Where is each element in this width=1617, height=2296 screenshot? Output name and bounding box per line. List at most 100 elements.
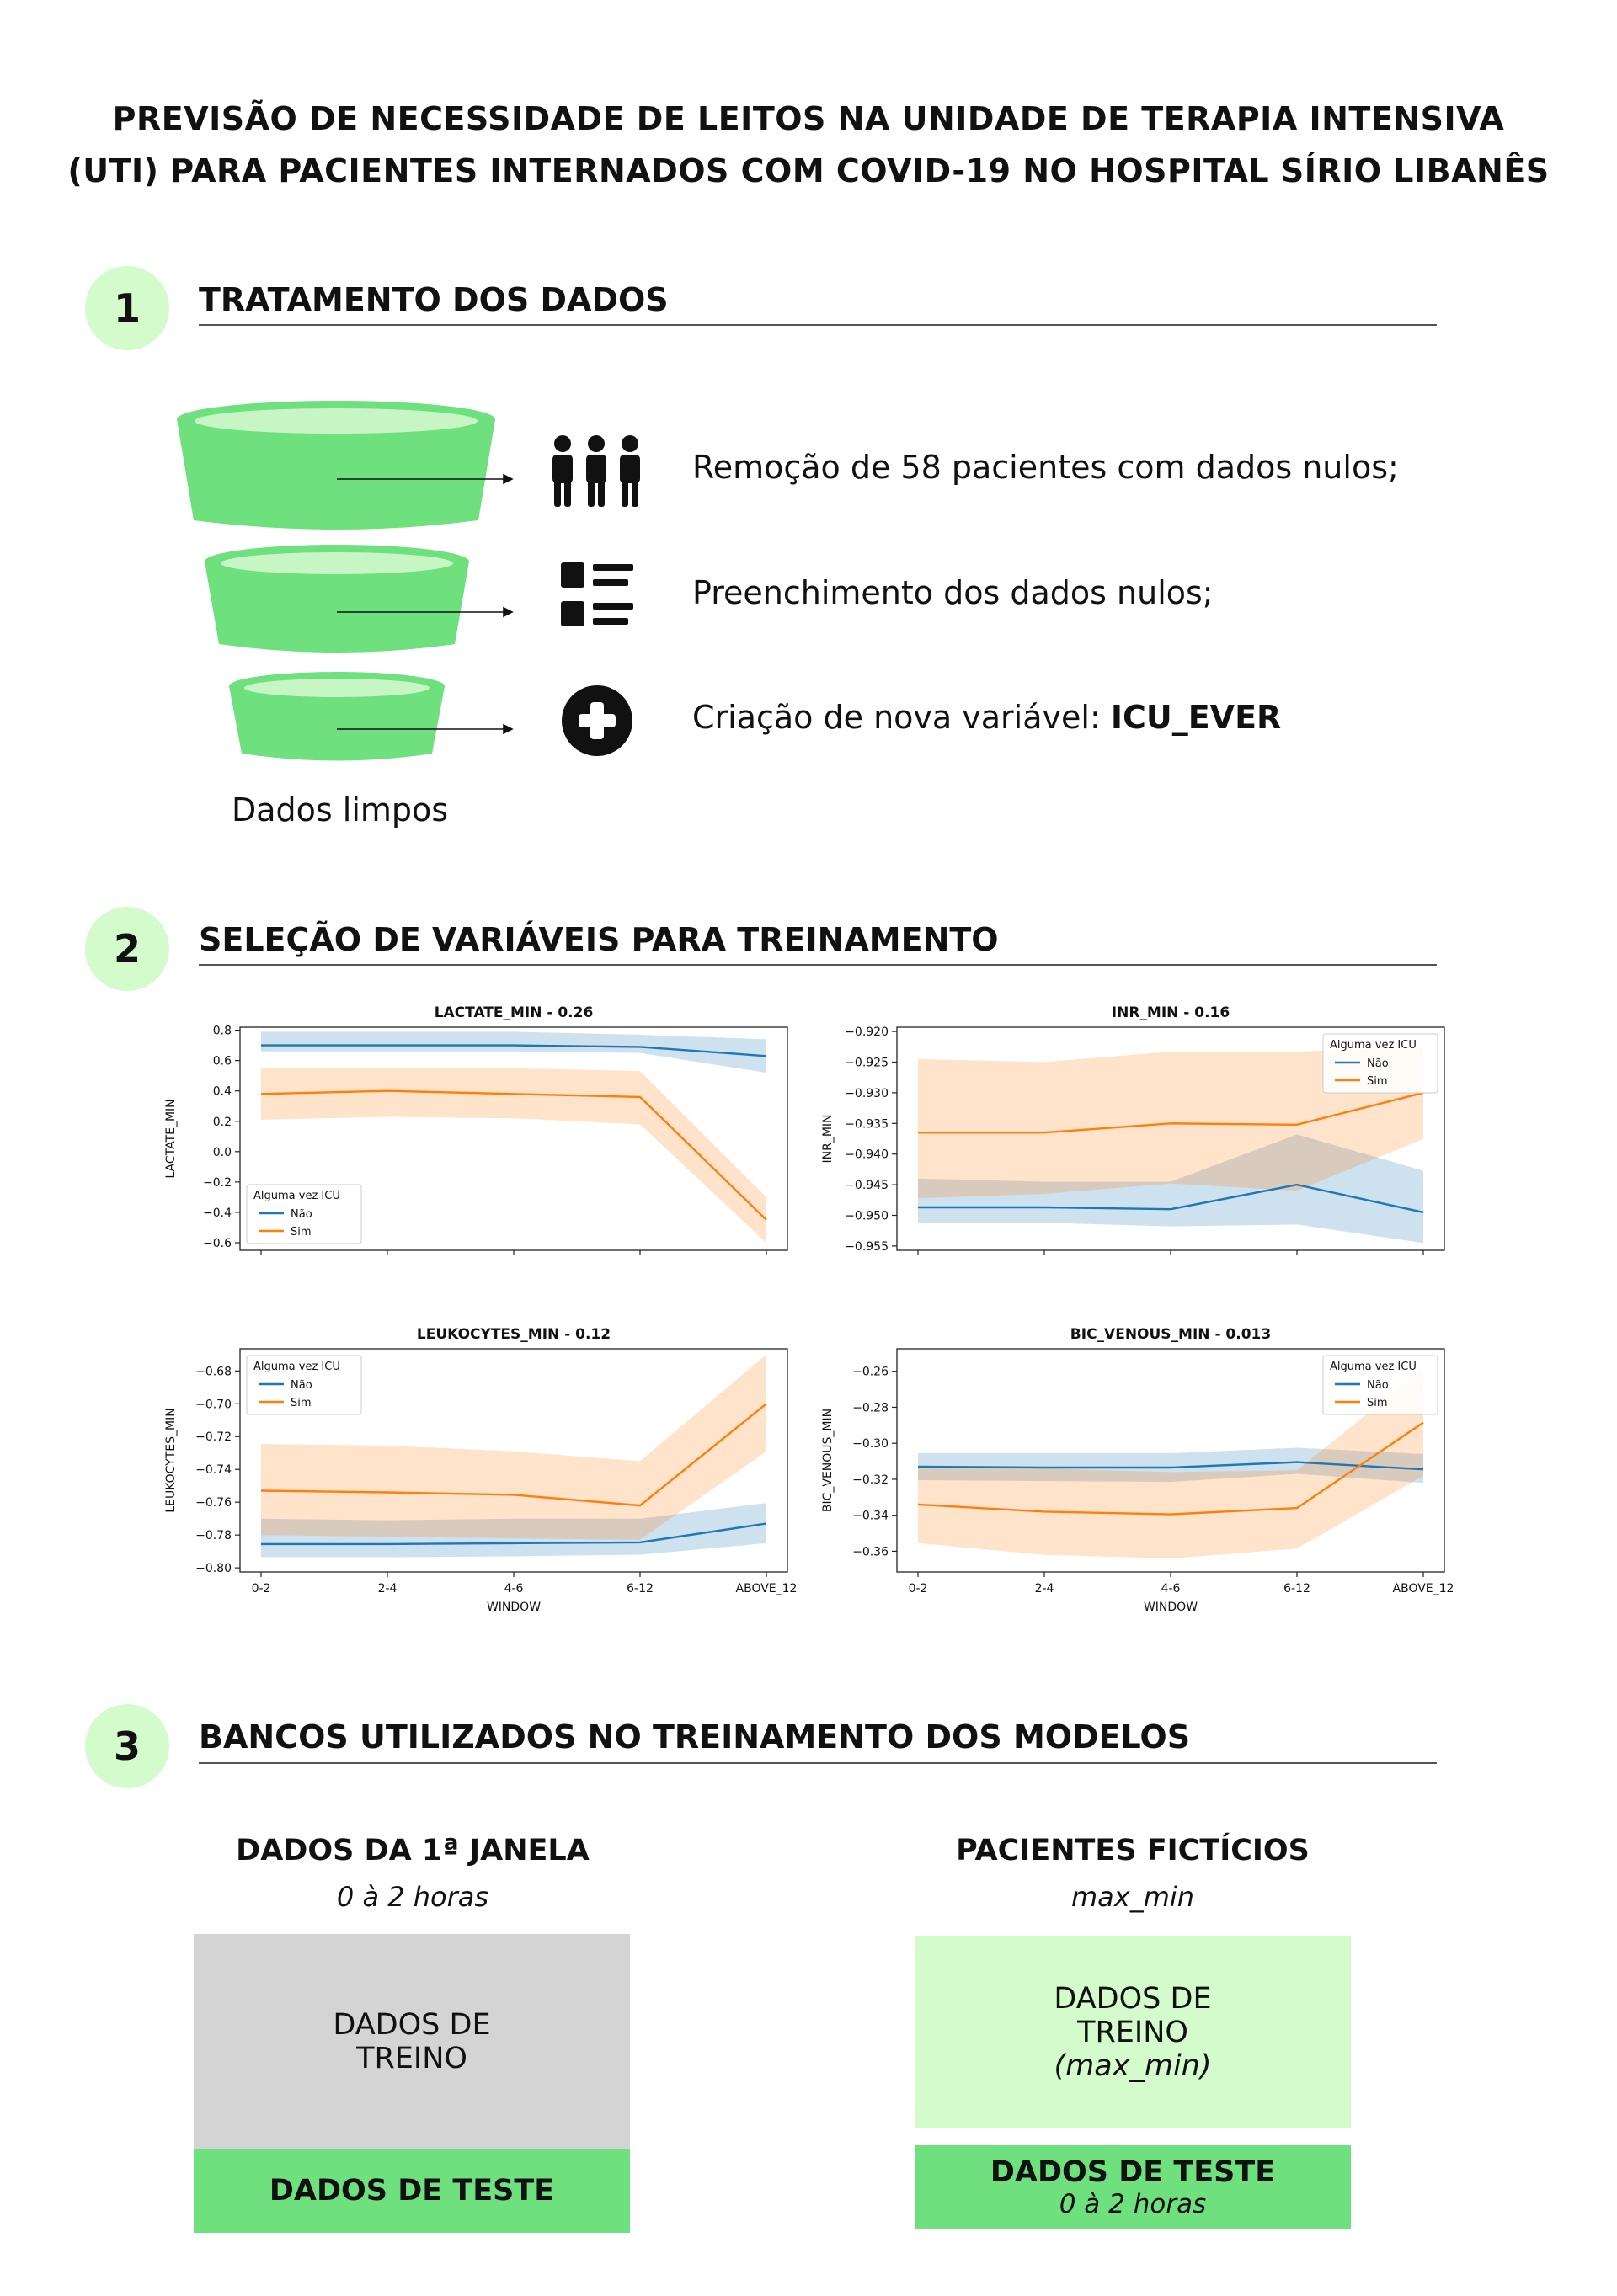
legend-title: Alguma vez ICU [1330, 1039, 1417, 1052]
series-line-não [261, 1522, 767, 1546]
y-tick-label: −0.925 [845, 1056, 889, 1069]
x-tick-label: 0-2 [909, 1582, 928, 1595]
y-tick-label: −0.26 [852, 1366, 889, 1379]
data-funnel [177, 401, 514, 761]
left-train-box: DADOS DE TREINO [194, 1934, 630, 2149]
right-train-line1: DADOS DE [1054, 1982, 1212, 2016]
y-tick-label: −0.68 [195, 1365, 232, 1378]
right-test-label: DADOS DE TESTE [990, 2155, 1276, 2189]
y-tick-label: −0.32 [852, 1473, 889, 1487]
y-tick-label: −0.940 [845, 1148, 889, 1162]
chart-legend: Alguma vez ICU Não Sim [246, 1184, 362, 1244]
chart-inr-min: INR_MIN - 0.16 −0.920 −0.925 −0.930 −0.935 −0… [808, 994, 1457, 1308]
confidence-band-não [918, 1134, 1423, 1244]
chart-title: BIC_VENOUS_MIN - 0.013 [1070, 1326, 1271, 1343]
step-3-label: Criação de nova variável: [692, 699, 1111, 736]
x-tick-label: 4-6 [1161, 1582, 1181, 1595]
series-line-sim [260, 1089, 767, 1221]
chart-lactate-min: LACTATE_MIN - 0.26 0.8 0.6 0.4 0.2 0.0 −0.2 −0.… [152, 994, 800, 1308]
y-axis-label: INR_MIN [821, 1114, 835, 1163]
confidence-band-não [261, 1031, 766, 1073]
right-test-box: DADOS DE TESTE 0 à 2 horas [915, 2145, 1351, 2229]
left-train-line1: DADOS DE [333, 2007, 491, 2042]
chart-title: INR_MIN - 0.16 [1112, 1004, 1230, 1021]
chart-svg: INR_MIN - 0.16 −0.920 −0.925 −0.930 −0.935 −0… [821, 1004, 1445, 1255]
right-train-italic: (max_min) [1054, 2049, 1212, 2083]
y-tick-label: −0.76 [195, 1496, 232, 1510]
chart-bic-venous-min: BIC_VENOUS_MIN - 0.013 −0.26 −0.28 −0.30 −0.… [808, 1315, 1457, 1630]
section-2-title: SELEÇÃO DE VARIÁVEIS PARA TREINAMENTO [199, 921, 999, 958]
x-tick-label: 2-4 [1035, 1582, 1054, 1595]
y-tick-label: −0.6 [203, 1237, 232, 1250]
section-number: 1 [113, 285, 141, 331]
x-tick-label: 6-12 [627, 1582, 654, 1595]
series-line-não [261, 1044, 767, 1057]
funnel-bowl-medium [205, 545, 469, 653]
x-axis-label: WINDOW [1144, 1601, 1198, 1614]
step-1-text: Remoção de 58 pacientes com dados nulos; [692, 449, 1399, 486]
confidence-band-não [918, 1447, 1423, 1484]
people-icon [552, 435, 640, 507]
legend-title: Alguma vez ICU [253, 1361, 340, 1373]
legend-entry: Sim [291, 1226, 312, 1239]
legend-entry: Sim [291, 1397, 312, 1409]
y-tick-label: −0.34 [852, 1510, 889, 1523]
x-axis-label: WINDOW [487, 1601, 541, 1614]
y-axis-label: LACTATE_MIN [164, 1099, 178, 1178]
section-1-badge: 1 [85, 266, 169, 350]
icu-ever-variable: ICU_EVER [1110, 699, 1282, 736]
series-line-sim [917, 1421, 1424, 1516]
chart-title: LACTATE_MIN - 0.26 [435, 1004, 594, 1021]
y-tick-label: −0.945 [845, 1179, 889, 1192]
page-title: PREVISÃO DE NECESSIDADE DE LEITOS NA UNI… [0, 93, 1617, 197]
fictitious-patients-subtitle: max_min [1070, 1881, 1195, 1913]
y-axis-label: BIC_VENOUS_MIN [821, 1409, 835, 1512]
y-tick-label: 0.4 [213, 1085, 232, 1099]
y-tick-label: −0.36 [852, 1545, 889, 1558]
chart-legend: Alguma vez ICU Não Sim [1322, 1355, 1438, 1415]
page-title-line2: (UTI) PARA PACIENTES INTERNADOS COM COVI… [67, 152, 1550, 189]
y-tick-label: −0.72 [195, 1430, 232, 1444]
y-tick-label: 0.2 [213, 1116, 232, 1129]
y-tick-label: −0.78 [195, 1529, 232, 1542]
chart-legend: Alguma vez ICU Não Sim [1322, 1033, 1438, 1094]
list-icon [561, 562, 633, 626]
funnel-bowl-large [177, 401, 495, 530]
confidence-band-sim [261, 1068, 766, 1243]
left-train-line2: TREINO [356, 2041, 467, 2075]
x-tick-label: ABOVE_12 [1393, 1582, 1454, 1595]
y-tick-label: −0.80 [195, 1562, 232, 1575]
chart-svg: LACTATE_MIN - 0.26 0.8 0.6 0.4 0.2 0.0 −0.2 −0.… [164, 1004, 788, 1255]
chart-legend: Alguma vez ICU Não Sim [246, 1355, 362, 1415]
section-number: 2 [113, 926, 141, 972]
x-tick-label: 4-6 [504, 1582, 524, 1595]
y-tick-label: −0.955 [845, 1240, 889, 1254]
legend-entry: Sim [1367, 1397, 1388, 1409]
right-test-subtitle: 0 à 2 horas [1059, 2189, 1207, 2219]
y-tick-label: −0.930 [845, 1087, 889, 1100]
legend-entry: Não [1367, 1057, 1389, 1070]
y-tick-label: −0.30 [852, 1437, 889, 1451]
right-train-line2: TREINO [1077, 2016, 1188, 2049]
left-test-box: DADOS DE TESTE [194, 2149, 630, 2233]
legend-title: Alguma vez ICU [253, 1190, 340, 1202]
y-tick-label: 0.0 [213, 1146, 232, 1159]
plus-circle-icon [562, 685, 632, 756]
first-window-heading: DADOS DA 1ª JANELA [236, 1834, 590, 1867]
series-line-sim [260, 1403, 767, 1507]
section-3-title: BANCOS UTILIZADOS NO TREINAMENTO DOS MOD… [199, 1718, 1191, 1755]
legend-entry: Não [1367, 1379, 1389, 1392]
section-number: 3 [113, 1723, 141, 1769]
y-tick-label: 0.8 [213, 1025, 232, 1038]
chart-leukocytes-min: LEUKOCYTES_MIN - 0.12 −0.68 −0.70 −0.72 −0.7… [152, 1315, 800, 1630]
section-3-divider [199, 1762, 1437, 1764]
confidence-band-sim [261, 1354, 766, 1540]
section-1-divider [199, 324, 1437, 326]
series-line-não [918, 1183, 1424, 1214]
section-1-title: TRATAMENTO DOS DADOS [199, 281, 669, 318]
first-window-subtitle: 0 à 2 horas [336, 1881, 489, 1913]
x-tick-label: ABOVE_12 [736, 1582, 798, 1595]
funnel-bowl-small [229, 672, 445, 761]
x-tick-label: 2-4 [378, 1582, 398, 1595]
legend-title: Alguma vez ICU [1330, 1361, 1417, 1373]
